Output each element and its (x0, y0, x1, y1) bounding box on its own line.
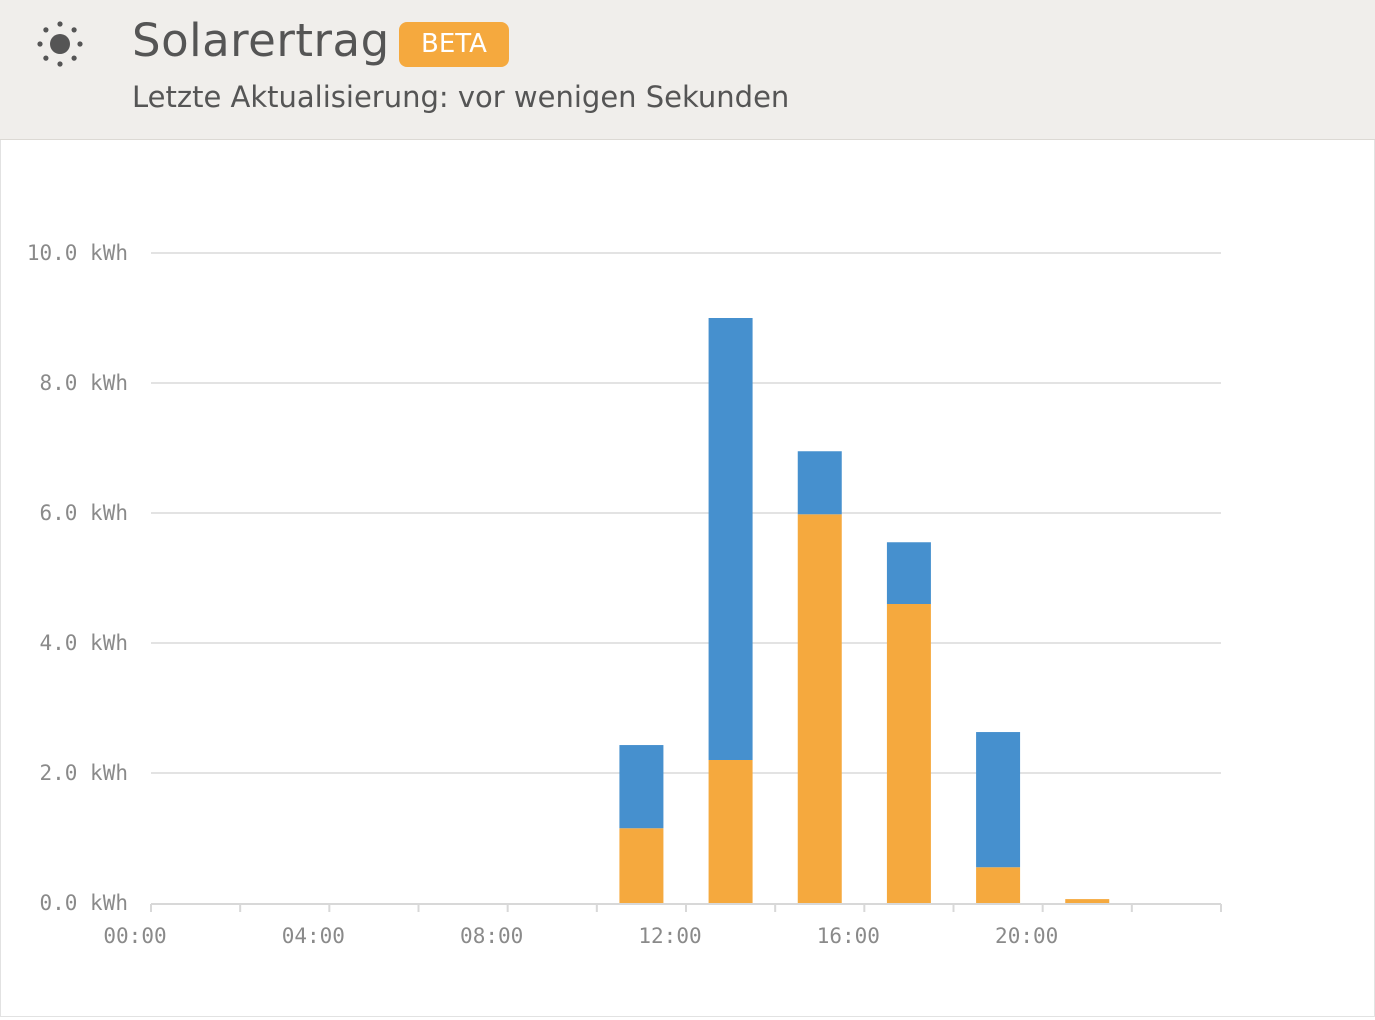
y-tick-label: 0.0 kWh (39, 891, 128, 915)
x-tick-label: 16:00 (817, 924, 880, 948)
x-tick-label: 12:00 (638, 924, 701, 948)
header: Solarertrag BETA Letzte Aktualisierung: … (0, 0, 1375, 140)
x-tick-label: 20:00 (995, 924, 1058, 948)
x-tick-label: 04:00 (282, 924, 345, 948)
chart-panel: 0.0 kWh 2.0 kWh 4.0 kWh 6.0 kWh 8.0 kWh 10.0 … (0, 140, 1375, 1017)
bar-segment-orange (976, 867, 1021, 903)
bar-segment-orange (619, 828, 664, 903)
last-update-text: Letzte Aktualisierung: vor wenigen Sekun… (132, 80, 790, 114)
y-tick-label: 6.0 kWh (39, 501, 128, 525)
y-tick-label: 2.0 kWh (39, 761, 128, 785)
bar-segment-blue (708, 318, 753, 760)
solar-yield-chart: 0.0 kWh 2.0 kWh 4.0 kWh 6.0 kWh 8.0 kWh 10.0 … (27, 241, 1222, 948)
bar-segment-orange (1065, 899, 1110, 903)
bar-segment-orange (886, 604, 931, 903)
sun-icon (37, 21, 83, 67)
bar-segment-orange (708, 760, 753, 903)
bar-segment-blue (619, 745, 664, 829)
bar-segment-blue (886, 542, 931, 604)
x-tick-label: 08:00 (460, 924, 523, 948)
x-tick-label: 00:00 (103, 924, 166, 948)
bar-segment-blue (797, 451, 842, 515)
y-tick-label: 10.0 kWh (27, 241, 128, 265)
y-tick-label: 4.0 kWh (39, 631, 128, 655)
bar-segment-orange (797, 514, 842, 903)
bar-segment-blue (976, 732, 1021, 868)
page-title: Solarertrag (132, 14, 390, 67)
y-tick-label: 8.0 kWh (39, 371, 128, 395)
beta-badge: BETA (399, 22, 509, 67)
